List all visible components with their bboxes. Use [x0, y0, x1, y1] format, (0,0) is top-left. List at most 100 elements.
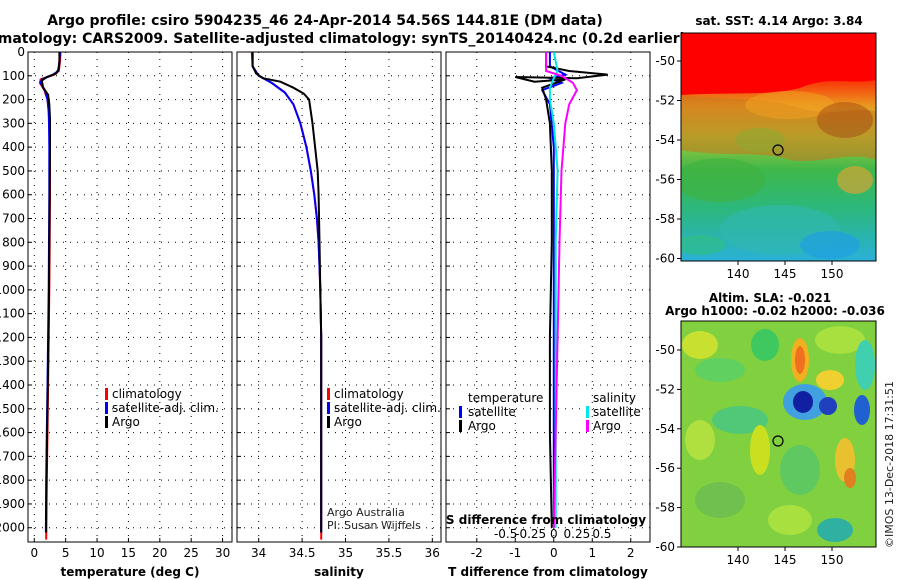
depth-tick-label: 1600	[0, 426, 25, 440]
title-line-2: Climatology: CARS2009. Satellite-adjuste…	[0, 31, 686, 47]
sstTicks-y-tick-label: -56	[655, 173, 675, 187]
difference-x-axis-label: T difference from climatology	[448, 565, 648, 579]
s-difference-tick-label: -0.25	[515, 527, 546, 541]
sla-argo-location-marker	[772, 435, 784, 447]
depth-tick-label: 1300	[0, 354, 25, 368]
temperature-series-argo	[40, 52, 61, 533]
depth-tick-label: 1500	[0, 402, 25, 416]
salinity-x-tick-label: 35	[338, 546, 353, 560]
sst-argo-location-marker	[772, 144, 784, 156]
depth-tick-label: 600	[2, 188, 25, 202]
temperature-x-tick-label: 5	[62, 546, 70, 560]
temperature-x-axis-label: temperature (deg C)	[61, 565, 200, 579]
sst-map	[681, 33, 876, 261]
slaTicks-x-tick-label: 145	[774, 553, 797, 567]
difference-series-salinity-argo	[545, 52, 579, 528]
depth-tick-label: 1100	[0, 307, 25, 321]
salinity-legend-label: climatology	[334, 387, 404, 401]
difference-panel: -2 -1 0 1 2 T difference from climatology temp…	[445, 51, 651, 579]
temperature-legend-label: climatology	[112, 387, 182, 401]
diff-legend-left-label: satellite	[468, 405, 516, 419]
salinity-x-tick-label: 34.5	[289, 546, 316, 560]
sst-map-ticks: -50 -52 -54 -56 -58 -60 140 145 150	[655, 54, 843, 281]
temperature-legend-label: satellite-adj. clim.	[112, 401, 219, 415]
salinity-annotation: Argo Australia	[327, 506, 405, 519]
depth-tick-label: 700	[2, 212, 25, 226]
difference-x-tick-label: 0	[550, 546, 558, 560]
difference-series-salinity-satellite	[548, 52, 559, 528]
difference-x-tick-label: -2	[471, 546, 483, 560]
salinity-legend-swatch	[327, 402, 330, 414]
diff-legend-left-swatch	[459, 420, 462, 432]
depth-tick-label: 0	[17, 45, 25, 59]
sstTicks-x-tick-label: 140	[727, 267, 750, 281]
diff-legend-right-label: Argo	[593, 419, 621, 433]
salinity-legend-swatch	[327, 388, 330, 400]
difference-series-temperature-argo	[515, 52, 608, 528]
depth-tick-label: 800	[2, 235, 25, 249]
depth-tick-label: 1200	[0, 330, 25, 344]
depth-tick-label: 100	[2, 69, 25, 83]
slaTicks-x-tick-label: 150	[821, 553, 844, 567]
s-difference-tick-label: 0.5	[592, 527, 611, 541]
slaTicks-y-tick-label: -58	[655, 501, 675, 515]
temperature-legend-label: Argo	[112, 415, 140, 429]
salinity-plot-frame	[236, 51, 442, 543]
depth-tick-label: 300	[2, 116, 25, 130]
sstTicks-x-tick-label: 150	[821, 267, 844, 281]
difference-series-group	[515, 52, 608, 528]
temperature-series-group	[38, 52, 62, 540]
salinity-annotation: PI: Susan Wijffels	[327, 519, 421, 532]
difference-x-tick-label: -1	[509, 546, 521, 560]
sstTicks-y-tick-label: -58	[655, 212, 675, 226]
slaTicks-x-tick-label: 140	[727, 553, 750, 567]
temperature-legend-swatch	[105, 402, 108, 414]
s-difference-tick-label: 0.25	[564, 527, 591, 541]
depth-tick-label: 1700	[0, 449, 25, 463]
s-difference-axis-label: S difference from climatology	[446, 513, 646, 527]
salinity-legend-label: satellite-adj. clim.	[334, 401, 441, 415]
depth-tick-label: 500	[2, 164, 25, 178]
diff-legend-right-swatch	[586, 420, 589, 432]
salinity-x-tick-label: 34	[251, 546, 266, 560]
depth-tick-label: 1900	[0, 497, 25, 511]
salinity-panel: 34 34.5 35 35.5 36 salinity climatologysatelli…	[236, 51, 442, 579]
diff-legend-left-swatch	[459, 406, 462, 418]
depth-tick-label: 2000	[0, 521, 25, 535]
sla-map-frame	[680, 320, 877, 548]
salinity-x-tick-label: 35.5	[376, 546, 403, 560]
slaTicks-y-tick-label: -60	[655, 540, 675, 554]
sstTicks-y-tick-label: -60	[655, 252, 675, 266]
diff-legend-right-header: salinity	[593, 391, 636, 405]
diff-legend-right-label: satellite	[593, 405, 641, 419]
slaTicks-y-tick-label: -56	[655, 461, 675, 475]
diff-legend-left-header: temperature	[468, 391, 543, 405]
salinity-x-axis-label: salinity	[314, 565, 364, 579]
sstTicks-y-tick-label: -52	[655, 94, 675, 108]
salinity-series-argo	[251, 52, 323, 533]
salinity-legend-label: Argo	[334, 415, 362, 429]
temperature-x-tick-label: 15	[121, 546, 136, 560]
temperature-x-tick-label: 20	[152, 546, 167, 560]
sla-map-title-1: Altim. SLA: -0.021	[709, 291, 831, 305]
temperature-x-tick-label: 30	[215, 546, 230, 560]
slaTicks-y-tick-label: -50	[655, 343, 675, 357]
temperature-legend-swatch	[105, 416, 108, 428]
diff-legend-left-label: Argo	[468, 419, 496, 433]
depth-tick-label: 900	[2, 259, 25, 273]
sla-map-title-2: Argo h1000: -0.02 h2000: -0.036	[665, 304, 885, 318]
slaTicks-y-tick-label: -52	[655, 382, 675, 396]
sst-map-title: sat. SST: 4.14 Argo: 3.84	[695, 14, 862, 28]
salinity-series-group	[250, 52, 323, 540]
sstTicks-y-tick-label: -50	[655, 54, 675, 68]
temperature-x-tick-label: 10	[89, 546, 104, 560]
sla-map	[681, 321, 876, 547]
s-difference-tick-label: 0	[550, 527, 558, 541]
slaTicks-y-tick-label: -54	[655, 422, 675, 436]
salinity-x-tick-label: 36	[425, 546, 440, 560]
difference-plot-frame	[445, 51, 651, 543]
imos-stamp: ©IMOS 13-Dec-2018 17:31:51	[883, 381, 896, 548]
difference-x-tick-label: 1	[588, 546, 596, 560]
difference-x-tick-label: 2	[627, 546, 635, 560]
temperature-plot-frame	[27, 51, 233, 543]
